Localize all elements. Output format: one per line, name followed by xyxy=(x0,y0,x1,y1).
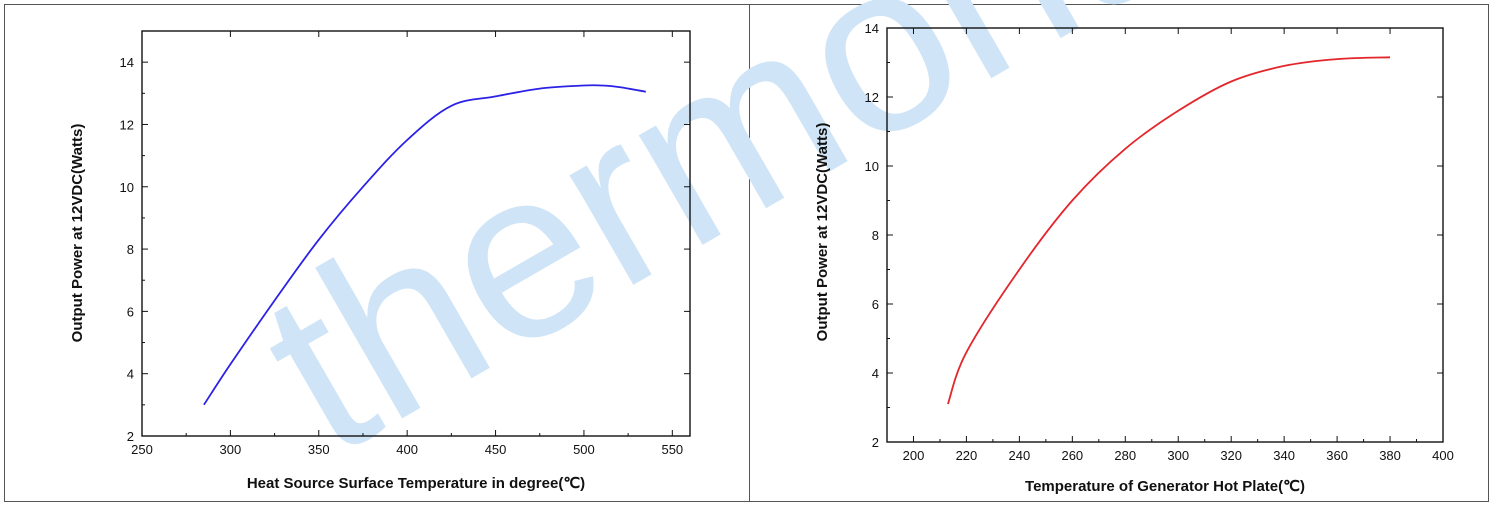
x-tick-label: 450 xyxy=(485,442,507,457)
y-axis-label: Output Power at 12VDC(Watts) xyxy=(814,123,831,342)
x-tick-label: 400 xyxy=(396,442,418,457)
y-tick-label: 8 xyxy=(127,242,134,257)
watermark-text: thermonamic xyxy=(222,0,1493,504)
y-tick-label: 14 xyxy=(865,21,879,36)
x-tick-label: 500 xyxy=(573,442,595,457)
y-tick-label: 2 xyxy=(872,435,879,450)
y-tick-label: 10 xyxy=(865,159,879,174)
x-axis-label: Temperature of Generator Hot Plate(℃) xyxy=(1025,478,1305,495)
x-tick-label: 240 xyxy=(1009,448,1031,463)
x-tick-label: 340 xyxy=(1273,448,1295,463)
x-tick-label: 400 xyxy=(1432,448,1454,463)
y-tick-label: 6 xyxy=(872,297,879,312)
x-tick-label: 550 xyxy=(661,442,683,457)
y-tick-label: 14 xyxy=(120,55,134,70)
y-tick-label: 4 xyxy=(872,366,879,381)
x-tick-label: 260 xyxy=(1061,448,1083,463)
x-tick-label: 300 xyxy=(1167,448,1189,463)
y-tick-label: 4 xyxy=(127,367,134,382)
x-axis-label: Heat Source Surface Temperature in degre… xyxy=(247,475,585,492)
x-tick-label: 200 xyxy=(903,448,925,463)
watermark: thermonamic xyxy=(222,0,1493,504)
x-tick-label: 320 xyxy=(1220,448,1242,463)
y-tick-label: 12 xyxy=(865,90,879,105)
x-tick-label: 360 xyxy=(1326,448,1348,463)
y-axis-label: Output Power at 12VDC(Watts) xyxy=(69,124,86,343)
y-tick-label: 12 xyxy=(120,117,134,132)
x-tick-label: 380 xyxy=(1379,448,1401,463)
x-tick-label: 300 xyxy=(220,442,242,457)
x-tick-label: 280 xyxy=(1114,448,1136,463)
x-tick-label: 350 xyxy=(308,442,330,457)
y-tick-label: 10 xyxy=(120,180,134,195)
y-tick-label: 8 xyxy=(872,228,879,243)
x-tick-label: 250 xyxy=(131,442,153,457)
x-tick-label: 220 xyxy=(956,448,978,463)
y-tick-label: 6 xyxy=(127,304,134,319)
y-tick-label: 2 xyxy=(127,429,134,444)
